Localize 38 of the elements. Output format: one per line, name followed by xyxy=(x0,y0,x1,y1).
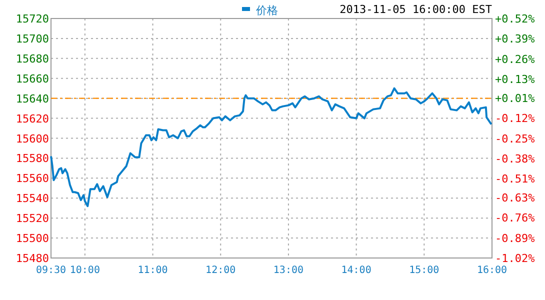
y2-tick-label: +0.52% xyxy=(495,12,536,26)
legend-label: 价格 xyxy=(255,4,278,17)
y2-tick-label: -0.51% xyxy=(495,172,536,186)
x-tick-label: 11:00 xyxy=(138,265,168,276)
y-tick-label: 15600 xyxy=(16,132,49,146)
y-tick-label: 15540 xyxy=(16,192,49,206)
y-tick-label: 15500 xyxy=(16,232,49,246)
x-tick-label: 09:30 xyxy=(36,265,66,276)
x-tick-label: 13:00 xyxy=(273,265,304,276)
y2-tick-label: +0.26% xyxy=(495,52,536,66)
y2-tick-label: -0.89% xyxy=(495,232,536,245)
y2-tick-label: +0.13% xyxy=(495,73,536,86)
y2-tick-label: -0.12% xyxy=(495,112,536,126)
x-tick-label: 14:00 xyxy=(341,265,372,276)
y-tick-label: 15480 xyxy=(16,252,49,265)
y-tick-label: 15520 xyxy=(16,212,49,226)
y-tick-label: 15580 xyxy=(16,152,49,166)
y-tick-label: 15640 xyxy=(16,92,49,106)
y-tick-label: 15620 xyxy=(16,112,49,126)
y-tick-label: 15720 xyxy=(16,12,49,26)
legend-item: 价格 xyxy=(242,4,278,17)
x-tick-label: 16:00 xyxy=(476,265,508,276)
line-series xyxy=(50,87,492,208)
y2-tick-label: -0.76% xyxy=(495,212,536,225)
y2-tick-label: -1.02% xyxy=(495,252,536,265)
x-tick-label: 15:00 xyxy=(409,265,440,276)
y-tick-label: 15700 xyxy=(16,32,49,46)
y2-tick-label: +0.01% xyxy=(495,92,536,105)
x-tick-label: 12:00 xyxy=(206,265,236,276)
y2-tick-label: -0.63% xyxy=(495,191,536,204)
y-tick-label: 15560 xyxy=(16,172,49,186)
y2-tick-label: +0.39% xyxy=(495,32,536,46)
y2-tick-label: -0.38% xyxy=(495,152,536,166)
y2-tick-label: -0.25% xyxy=(495,132,536,146)
chart-subtitle: 2013-11-05 16:00:00 EST xyxy=(340,3,492,16)
y-tick-label: 15680 xyxy=(16,52,49,66)
y-tick-label: 15660 xyxy=(16,72,49,86)
x-tick-label: 10:00 xyxy=(70,265,100,276)
